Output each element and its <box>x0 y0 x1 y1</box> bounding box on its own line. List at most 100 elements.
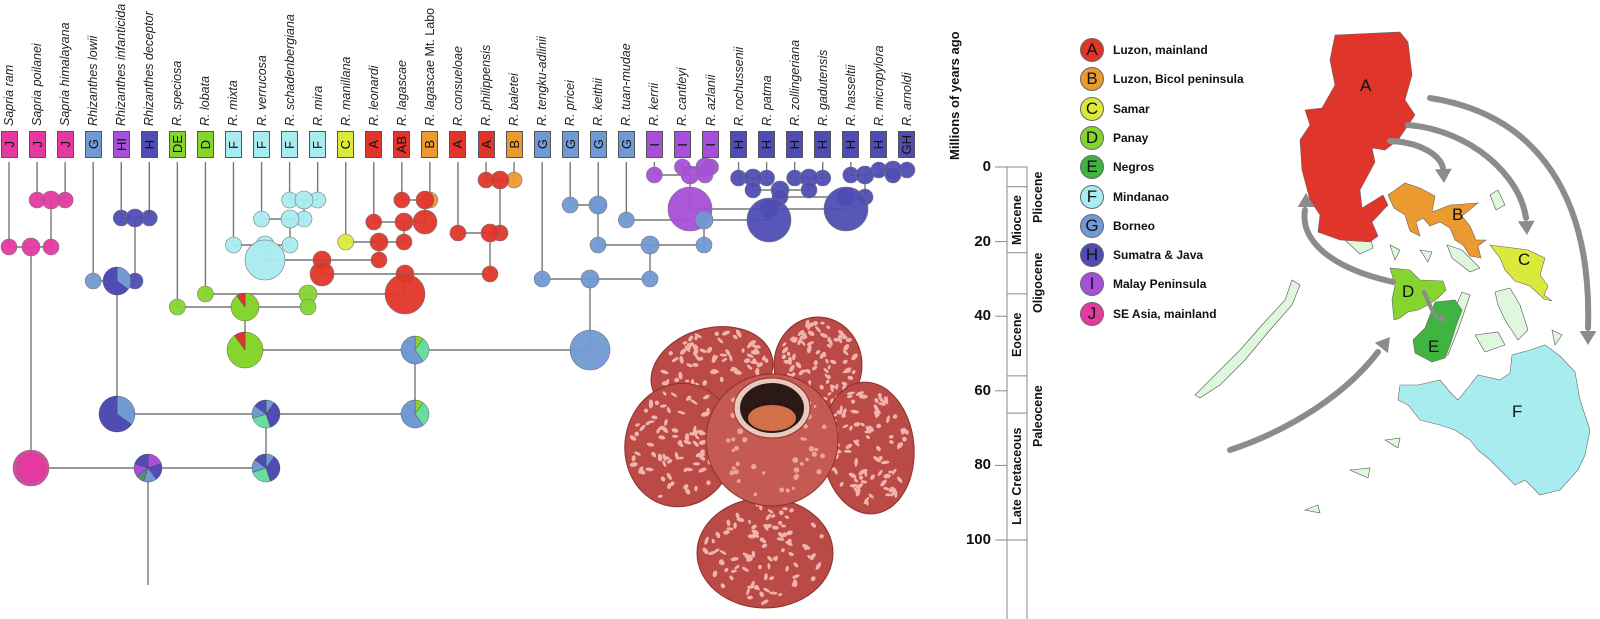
petal-wart <box>677 410 686 415</box>
ancestral-area-pie <box>694 210 714 230</box>
petal-wart <box>868 493 874 499</box>
ancestral-area-pie <box>309 261 335 287</box>
petal-wart <box>819 384 824 390</box>
petal-wart <box>846 391 855 395</box>
petal-wart <box>671 357 679 363</box>
petal-wart <box>752 533 760 538</box>
area-box: A <box>477 131 495 158</box>
petal-wart <box>763 524 769 527</box>
ancestral-area-pie <box>449 224 467 242</box>
tick-label: 20 <box>974 232 991 250</box>
dispersal-arrow <box>1422 290 1438 318</box>
petal-wart <box>651 451 657 458</box>
petal-wart <box>873 404 880 413</box>
petal-wart <box>771 525 779 530</box>
petal-wart <box>885 493 892 497</box>
pie-slice <box>265 456 281 482</box>
island <box>1474 331 1506 353</box>
tube-wart <box>731 437 736 442</box>
area-dot: I <box>1080 272 1104 297</box>
tube-wart <box>731 448 736 453</box>
petal-wart <box>753 348 760 355</box>
ancestral-area-pie <box>225 236 242 254</box>
petal-wart <box>806 368 811 374</box>
petal-wart <box>849 483 858 488</box>
petal-wart <box>856 483 864 489</box>
area-box: AB <box>393 131 411 158</box>
petal-wart <box>781 548 785 553</box>
ancestral-area-pie <box>490 170 510 190</box>
petal-wart <box>786 351 791 356</box>
ancestral-area-pie <box>84 272 102 290</box>
petal <box>624 382 736 508</box>
petal-wart <box>860 422 865 427</box>
petal-wart <box>646 442 655 447</box>
petal-wart <box>820 321 825 325</box>
petal-wart <box>884 397 888 403</box>
petal-wart <box>830 359 837 365</box>
ancestral-area-pie <box>400 399 430 429</box>
petal-wart <box>694 485 698 492</box>
dispersal-arrow <box>1301 207 1396 285</box>
petal-wart <box>759 591 764 598</box>
area-dot: F <box>1080 184 1104 209</box>
petal-wart <box>678 371 683 380</box>
petal-wart <box>719 561 725 566</box>
petal-wart <box>746 585 755 589</box>
timescale-box <box>1006 166 1028 619</box>
petal-wart <box>638 466 644 474</box>
petal-wart <box>784 515 790 519</box>
petal-wart <box>666 459 673 464</box>
petal-wart <box>883 473 891 479</box>
ancestral-area-pie <box>641 270 659 288</box>
petal-wart <box>751 344 760 349</box>
petal-wart <box>742 566 749 572</box>
ancestral-area-pie <box>640 235 660 255</box>
petal-wart <box>629 462 638 467</box>
petal-wart <box>662 453 667 462</box>
ancestral-area-pie <box>251 453 281 483</box>
petal-wart <box>684 345 692 351</box>
ancestral-area-pie <box>251 399 281 429</box>
petal-wart <box>761 543 768 548</box>
pie-slice <box>234 331 246 351</box>
petal-wart <box>792 353 796 361</box>
ancestral-area-pie <box>370 251 388 269</box>
area-box: I <box>673 131 691 158</box>
arrowhead <box>1434 168 1452 183</box>
petal-wart <box>883 487 890 491</box>
petal-wart <box>698 467 707 473</box>
petal-wart <box>654 400 660 406</box>
petal-wart <box>721 330 731 336</box>
petal-wart <box>786 530 793 536</box>
petal-wart <box>786 373 794 378</box>
ancestral-area-pie <box>415 190 435 210</box>
tube-wart <box>729 470 735 476</box>
petal-wart <box>876 445 881 452</box>
petal-wart <box>717 337 724 344</box>
area-box: H <box>842 131 860 158</box>
tube-wart <box>735 461 740 467</box>
legend-label: Malay Peninsula <box>1113 277 1207 292</box>
tick-label: 40 <box>974 307 991 325</box>
petal-wart <box>902 436 907 442</box>
area-box: J <box>28 131 46 158</box>
petal-wart <box>778 593 783 597</box>
ancestral-area-pie <box>395 233 413 251</box>
petal-wart <box>763 573 768 581</box>
petal-wart <box>889 440 894 444</box>
map-region-label: E <box>1428 337 1440 356</box>
petal-wart <box>880 479 887 487</box>
ancestral-area-pie <box>680 165 700 185</box>
region-C <box>1489 244 1553 302</box>
petal-wart <box>732 334 738 340</box>
petal-wart <box>684 433 690 442</box>
map-region-label: D <box>1402 282 1415 301</box>
petal-wart <box>846 394 853 399</box>
petal-wart <box>660 369 669 375</box>
petal-wart <box>853 486 859 494</box>
petal-wart <box>664 419 668 426</box>
area-box: H <box>786 131 804 158</box>
island <box>1303 504 1321 514</box>
petal-wart <box>645 467 654 472</box>
